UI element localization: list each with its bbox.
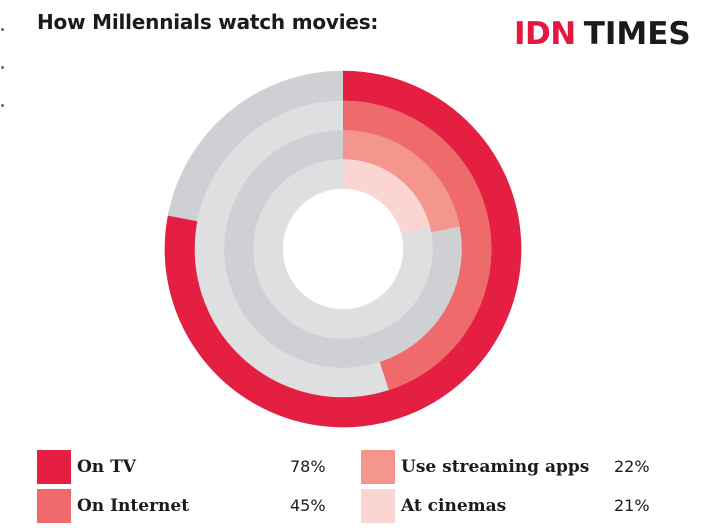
legend-label-at-cinemas: At cinemas: [401, 496, 507, 516]
legend-value-on-tv: 78%: [290, 457, 326, 476]
legend-value-streaming-apps: 22%: [614, 457, 650, 476]
ring-arc-at-cinemas: [342, 159, 430, 235]
ring-arc-on-internet: [342, 100, 492, 391]
legend-item-at-cinemas: At cinemas: [361, 489, 506, 523]
legend-swatch-streaming-apps: [361, 450, 395, 484]
legend-label-streaming-apps: Use streaming apps: [401, 457, 590, 477]
legend-label-on-tv: On TV: [77, 457, 136, 477]
legend-value-at-cinemas: 21%: [614, 496, 650, 515]
legend-swatch-at-cinemas: [361, 489, 395, 523]
legend-item-on-tv: On TV: [37, 450, 136, 484]
legend-value-on-internet: 45%: [290, 496, 326, 515]
logo-brand: IDN: [514, 16, 576, 52]
legend-item-streaming-apps: Use streaming apps: [361, 450, 589, 484]
legend-label-on-internet: On Internet: [77, 496, 190, 516]
ring-arc-on-tv: [164, 70, 522, 428]
ring-arc-use-streaming-apps: [342, 130, 460, 233]
legend-swatch-on-internet: [37, 489, 71, 523]
chart-title: How Millennials watch movies:: [37, 10, 379, 34]
legend-item-on-internet: On Internet: [37, 489, 189, 523]
idn-times-logo: IDN TIMES: [514, 14, 691, 54]
logo-word: TIMES: [583, 16, 691, 52]
legend-swatch-on-tv: [37, 450, 71, 484]
